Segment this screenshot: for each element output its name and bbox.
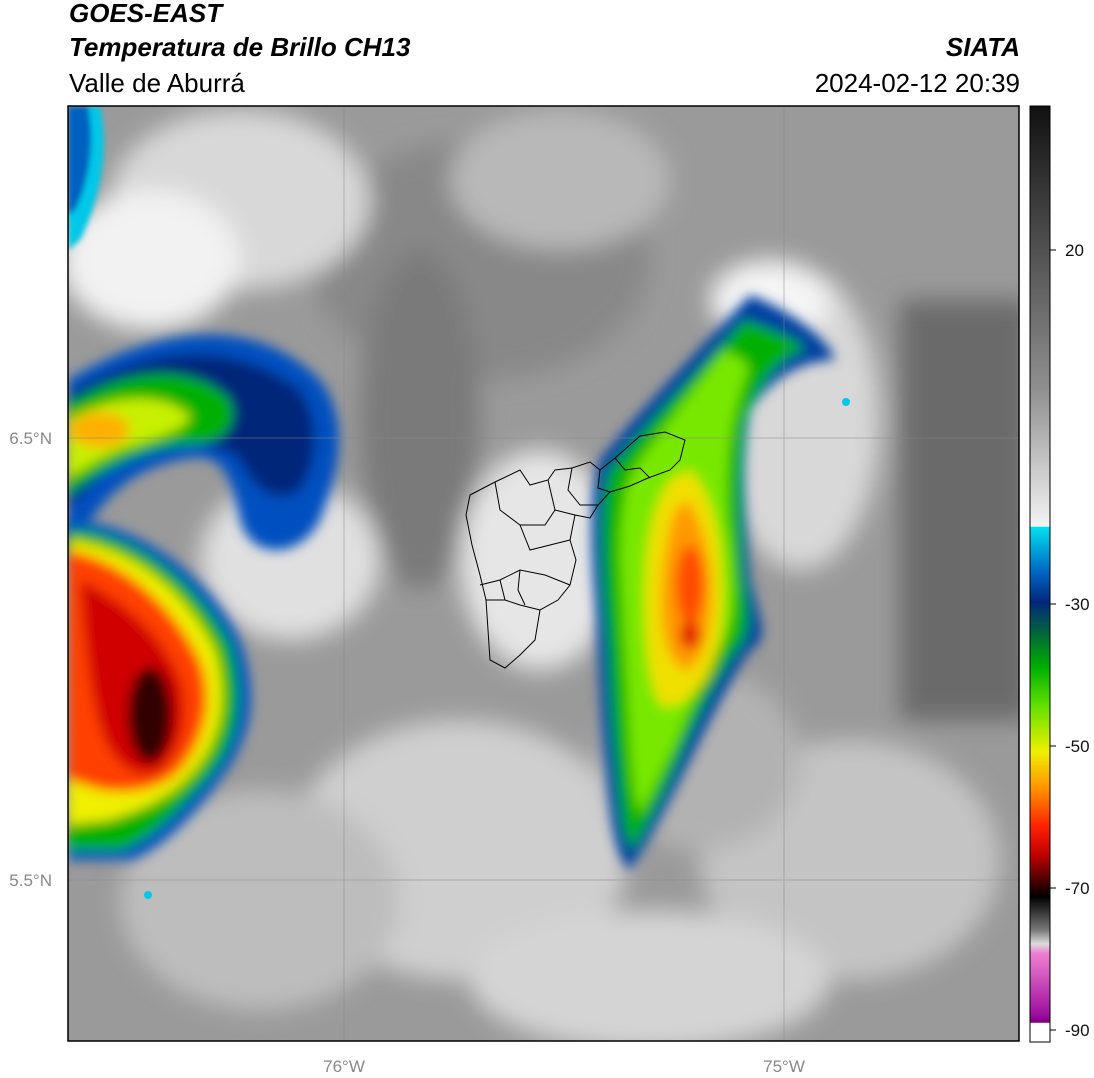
lat-tick-label: 5.5°N: [9, 871, 52, 890]
colorbar-tick-label: -30: [1065, 595, 1090, 614]
map-frame: [67, 105, 1020, 1042]
title-satellite: GOES-EAST: [69, 0, 223, 28]
colorbar-tick-label: -70: [1065, 879, 1090, 898]
lon-tick-label: 76°W: [323, 1057, 365, 1076]
gridlines: [68, 106, 1019, 1041]
lon-tick-label: 75°W: [763, 1057, 805, 1076]
colorbar-tick-label: -90: [1065, 1021, 1090, 1040]
colorbar-gradient: [1030, 106, 1050, 1042]
timestamp: 2024-02-12 20:39: [814, 68, 1020, 98]
colorbar: 20 -30 -50 -70 -90: [1029, 105, 1090, 1043]
organization-label: SIATA: [945, 32, 1020, 62]
colorbar-frame: [1029, 105, 1051, 1043]
title-product: Temperatura de Brillo CH13: [69, 32, 411, 62]
subtitle-region: Valle de Aburrá: [69, 68, 245, 98]
municipality-boundaries: [465, 431, 686, 669]
brightness-temperature-field: [68, 106, 1019, 1041]
lat-tick-label: 6.5°N: [9, 429, 52, 448]
colorbar-tick-label: -50: [1065, 737, 1090, 756]
colorbar-tick-label: 20: [1065, 241, 1084, 260]
